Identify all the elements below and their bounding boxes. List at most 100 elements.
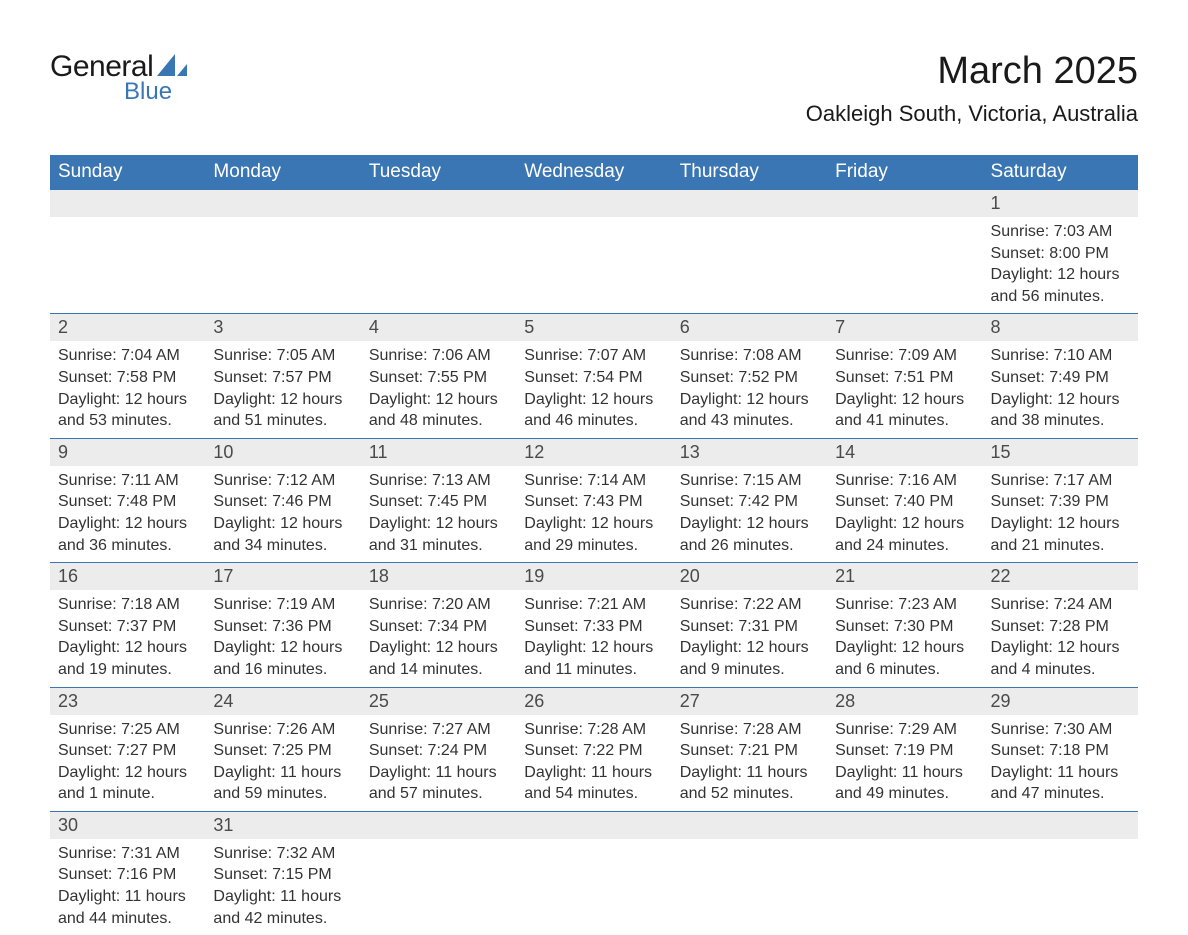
day-number: 13: [672, 439, 827, 466]
day-details: Sunrise: 7:06 AMSunset: 7:55 PMDaylight:…: [361, 341, 516, 437]
sunset-line: Sunset: 7:55 PM: [369, 367, 508, 389]
day-details: Sunrise: 7:12 AMSunset: 7:46 PMDaylight:…: [205, 466, 360, 562]
day-number: 9: [50, 439, 205, 466]
day-number: 12: [516, 439, 671, 466]
sunrise-line: Sunrise: 7:03 AM: [991, 221, 1130, 243]
daylight-line: Daylight: 11 hours and 54 minutes.: [524, 762, 663, 805]
sunset-line: Sunset: 7:40 PM: [835, 491, 974, 513]
daylight-line: Daylight: 11 hours and 47 minutes.: [991, 762, 1130, 805]
calendar-cell: 19Sunrise: 7:21 AMSunset: 7:33 PMDayligh…: [516, 563, 671, 687]
day-details: Sunrise: 7:11 AMSunset: 7:48 PMDaylight:…: [50, 466, 205, 562]
brand-logo: General Blue: [50, 50, 187, 106]
calendar-cell: 29Sunrise: 7:30 AMSunset: 7:18 PMDayligh…: [983, 687, 1138, 811]
sunrise-line: Sunrise: 7:19 AM: [213, 594, 352, 616]
calendar-cell: 22Sunrise: 7:24 AMSunset: 7:28 PMDayligh…: [983, 563, 1138, 687]
daylight-line: Daylight: 12 hours and 43 minutes.: [680, 389, 819, 432]
calendar-cell: 21Sunrise: 7:23 AMSunset: 7:30 PMDayligh…: [827, 563, 982, 687]
calendar-cell: 11Sunrise: 7:13 AMSunset: 7:45 PMDayligh…: [361, 438, 516, 562]
day-number: 6: [672, 314, 827, 341]
sunrise-line: Sunrise: 7:12 AM: [213, 470, 352, 492]
daylight-line: Daylight: 12 hours and 4 minutes.: [991, 637, 1130, 680]
sunrise-line: Sunrise: 7:08 AM: [680, 345, 819, 367]
calendar-cell: 17Sunrise: 7:19 AMSunset: 7:36 PMDayligh…: [205, 563, 360, 687]
weekday-header: Tuesday: [361, 155, 516, 190]
calendar-cell: 25Sunrise: 7:27 AMSunset: 7:24 PMDayligh…: [361, 687, 516, 811]
location-subtitle: Oakleigh South, Victoria, Australia: [806, 101, 1138, 127]
weekday-header: Thursday: [672, 155, 827, 190]
calendar-cell: 14Sunrise: 7:16 AMSunset: 7:40 PMDayligh…: [827, 438, 982, 562]
calendar-cell: 18Sunrise: 7:20 AMSunset: 7:34 PMDayligh…: [361, 563, 516, 687]
day-details: Sunrise: 7:14 AMSunset: 7:43 PMDaylight:…: [516, 466, 671, 562]
day-number: 7: [827, 314, 982, 341]
day-number: 8: [983, 314, 1138, 341]
daylight-line: Daylight: 12 hours and 51 minutes.: [213, 389, 352, 432]
empty-day-number: [672, 812, 827, 839]
daylight-line: Daylight: 12 hours and 56 minutes.: [991, 264, 1130, 307]
daylight-line: Daylight: 12 hours and 34 minutes.: [213, 513, 352, 556]
calendar-cell: 28Sunrise: 7:29 AMSunset: 7:19 PMDayligh…: [827, 687, 982, 811]
weekday-header: Wednesday: [516, 155, 671, 190]
empty-day-number: [361, 812, 516, 839]
day-number: 4: [361, 314, 516, 341]
daylight-line: Daylight: 12 hours and 11 minutes.: [524, 637, 663, 680]
day-details: Sunrise: 7:04 AMSunset: 7:58 PMDaylight:…: [50, 341, 205, 437]
title-block: March 2025 Oakleigh South, Victoria, Aus…: [806, 50, 1138, 127]
day-number: 11: [361, 439, 516, 466]
empty-day-number: [827, 812, 982, 839]
calendar-cell: 6Sunrise: 7:08 AMSunset: 7:52 PMDaylight…: [672, 314, 827, 438]
day-details: Sunrise: 7:19 AMSunset: 7:36 PMDaylight:…: [205, 590, 360, 686]
daylight-line: Daylight: 12 hours and 46 minutes.: [524, 389, 663, 432]
calendar-cell: 1Sunrise: 7:03 AMSunset: 8:00 PMDaylight…: [983, 190, 1138, 314]
empty-day-number: [361, 190, 516, 217]
daylight-line: Daylight: 11 hours and 42 minutes.: [213, 886, 352, 929]
daylight-line: Daylight: 11 hours and 52 minutes.: [680, 762, 819, 805]
day-details: Sunrise: 7:16 AMSunset: 7:40 PMDaylight:…: [827, 466, 982, 562]
calendar-cell: 5Sunrise: 7:07 AMSunset: 7:54 PMDaylight…: [516, 314, 671, 438]
day-number: 20: [672, 563, 827, 590]
calendar-cell: 31Sunrise: 7:32 AMSunset: 7:15 PMDayligh…: [205, 811, 360, 935]
brand-sail-icon: [157, 54, 187, 81]
day-details: Sunrise: 7:28 AMSunset: 7:22 PMDaylight:…: [516, 715, 671, 811]
sunrise-line: Sunrise: 7:28 AM: [524, 719, 663, 741]
sunset-line: Sunset: 7:42 PM: [680, 491, 819, 513]
calendar-cell: 27Sunrise: 7:28 AMSunset: 7:21 PMDayligh…: [672, 687, 827, 811]
empty-day-number: [672, 190, 827, 217]
day-details: Sunrise: 7:09 AMSunset: 7:51 PMDaylight:…: [827, 341, 982, 437]
weekday-header: Monday: [205, 155, 360, 190]
day-details: Sunrise: 7:03 AMSunset: 8:00 PMDaylight:…: [983, 217, 1138, 313]
day-details: Sunrise: 7:29 AMSunset: 7:19 PMDaylight:…: [827, 715, 982, 811]
sunset-line: Sunset: 7:24 PM: [369, 740, 508, 762]
day-details: Sunrise: 7:21 AMSunset: 7:33 PMDaylight:…: [516, 590, 671, 686]
sunset-line: Sunset: 7:58 PM: [58, 367, 197, 389]
daylight-line: Daylight: 12 hours and 26 minutes.: [680, 513, 819, 556]
daylight-line: Daylight: 12 hours and 38 minutes.: [991, 389, 1130, 432]
calendar-cell: [672, 811, 827, 935]
sunrise-line: Sunrise: 7:11 AM: [58, 470, 197, 492]
day-details: Sunrise: 7:05 AMSunset: 7:57 PMDaylight:…: [205, 341, 360, 437]
sunset-line: Sunset: 7:28 PM: [991, 616, 1130, 638]
calendar-cell: [516, 811, 671, 935]
day-details: Sunrise: 7:23 AMSunset: 7:30 PMDaylight:…: [827, 590, 982, 686]
sunset-line: Sunset: 7:30 PM: [835, 616, 974, 638]
sunrise-line: Sunrise: 7:26 AM: [213, 719, 352, 741]
day-number: 16: [50, 563, 205, 590]
weekday-header: Friday: [827, 155, 982, 190]
daylight-line: Daylight: 12 hours and 1 minute.: [58, 762, 197, 805]
calendar-cell: 4Sunrise: 7:06 AMSunset: 7:55 PMDaylight…: [361, 314, 516, 438]
sunset-line: Sunset: 7:45 PM: [369, 491, 508, 513]
daylight-line: Daylight: 11 hours and 59 minutes.: [213, 762, 352, 805]
daylight-line: Daylight: 12 hours and 9 minutes.: [680, 637, 819, 680]
month-title: March 2025: [806, 50, 1138, 93]
sunset-line: Sunset: 7:34 PM: [369, 616, 508, 638]
sunrise-line: Sunrise: 7:27 AM: [369, 719, 508, 741]
day-number: 31: [205, 812, 360, 839]
daylight-line: Daylight: 12 hours and 41 minutes.: [835, 389, 974, 432]
day-number: 25: [361, 688, 516, 715]
day-details: Sunrise: 7:25 AMSunset: 7:27 PMDaylight:…: [50, 715, 205, 811]
calendar-cell: [672, 190, 827, 314]
day-number: 3: [205, 314, 360, 341]
day-number: 14: [827, 439, 982, 466]
day-number: 26: [516, 688, 671, 715]
day-details: Sunrise: 7:13 AMSunset: 7:45 PMDaylight:…: [361, 466, 516, 562]
calendar-cell: 2Sunrise: 7:04 AMSunset: 7:58 PMDaylight…: [50, 314, 205, 438]
